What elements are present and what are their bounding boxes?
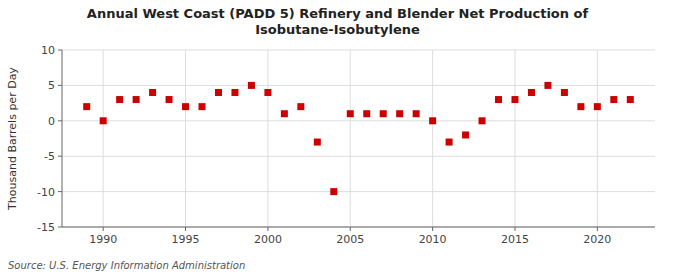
point xyxy=(182,103,189,110)
y-tick xyxy=(58,156,62,157)
y-grid-line xyxy=(62,85,655,86)
x-tick-label: 1995 xyxy=(172,233,200,246)
point xyxy=(380,110,387,117)
point xyxy=(215,89,222,96)
x-tick xyxy=(432,227,433,231)
point xyxy=(462,131,469,138)
x-tick xyxy=(185,227,186,231)
y-tick xyxy=(58,191,62,192)
point xyxy=(610,96,617,103)
point xyxy=(528,89,535,96)
point xyxy=(100,117,107,124)
point xyxy=(83,103,90,110)
x-grid-line xyxy=(432,50,433,227)
x-tick xyxy=(350,227,351,231)
point xyxy=(116,96,123,103)
y-tick xyxy=(58,85,62,86)
point xyxy=(281,110,288,117)
point xyxy=(429,117,436,124)
y-grid-line xyxy=(62,227,655,228)
point xyxy=(413,110,420,117)
point xyxy=(149,89,156,96)
x-tick xyxy=(514,227,515,231)
x-grid-line xyxy=(514,50,515,227)
point xyxy=(511,96,518,103)
point xyxy=(561,89,568,96)
x-tick-label: 2000 xyxy=(254,233,282,246)
point xyxy=(330,188,337,195)
y-grid-line xyxy=(62,50,655,51)
source-note: Source: U.S. Energy Information Administ… xyxy=(8,260,245,271)
point xyxy=(396,110,403,117)
x-grid-line xyxy=(185,50,186,227)
chart-svg: Annual West Coast (PADD 5) Refinery and … xyxy=(0,0,675,275)
point xyxy=(199,103,206,110)
point xyxy=(495,96,502,103)
y-tick-label: 10 xyxy=(41,44,55,57)
point xyxy=(363,110,370,117)
x-tick xyxy=(267,227,268,231)
point xyxy=(231,89,238,96)
point xyxy=(347,110,354,117)
y-grid-line xyxy=(62,156,655,157)
axes: 1990 1995 2000 2005 2010 2015 2020 -15 -10 -5 0 5 10 xyxy=(37,44,655,246)
point xyxy=(264,89,271,96)
y-grid-line xyxy=(62,191,655,192)
y-tick-label: -15 xyxy=(37,221,55,234)
x-axis-line xyxy=(62,227,655,228)
point xyxy=(594,103,601,110)
y-grid-line xyxy=(62,120,655,121)
y-axis-label: Thousand Barrels per Day xyxy=(6,67,19,211)
x-tick-label: 2020 xyxy=(583,233,611,246)
y-tick-label: 5 xyxy=(48,79,55,92)
y-tick-label: -10 xyxy=(37,186,55,199)
point xyxy=(627,96,634,103)
y-tick-label: -5 xyxy=(44,150,55,163)
y-axis-line xyxy=(62,50,63,227)
x-tick xyxy=(103,227,104,231)
point xyxy=(446,139,453,146)
grid xyxy=(62,50,655,227)
x-tick-label: 2015 xyxy=(501,233,529,246)
x-tick-label: 2010 xyxy=(419,233,447,246)
chart-container: Annual West Coast (PADD 5) Refinery and … xyxy=(0,0,675,275)
point xyxy=(297,103,304,110)
x-grid-line xyxy=(597,50,598,227)
point xyxy=(314,139,321,146)
point xyxy=(133,96,140,103)
x-grid-line xyxy=(103,50,104,227)
point xyxy=(544,82,551,89)
y-tick xyxy=(58,227,62,228)
y-tick-label: 0 xyxy=(48,115,55,128)
point xyxy=(166,96,173,103)
point xyxy=(479,117,486,124)
x-tick xyxy=(597,227,598,231)
x-tick-label: 1990 xyxy=(89,233,117,246)
x-grid-line xyxy=(267,50,268,227)
x-grid-line xyxy=(350,50,351,227)
y-tick xyxy=(58,50,62,51)
x-tick-label: 2005 xyxy=(336,233,364,246)
point xyxy=(248,82,255,89)
y-tick xyxy=(58,120,62,121)
point xyxy=(577,103,584,110)
title: Annual West Coast (PADD 5) Refinery and … xyxy=(87,6,589,37)
points xyxy=(83,82,634,195)
